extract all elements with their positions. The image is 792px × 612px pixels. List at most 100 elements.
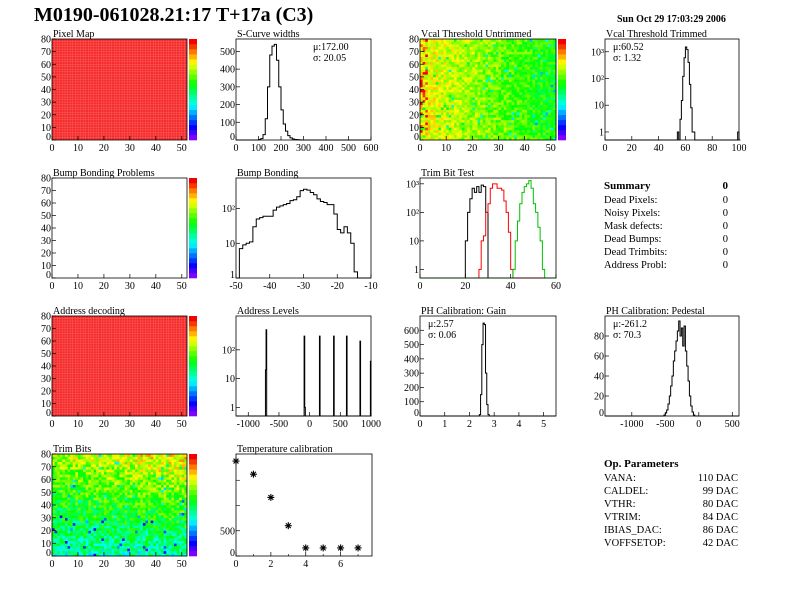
heatmap-cell: [116, 535, 120, 539]
heatmap-cell: [67, 517, 71, 521]
heatmap-cell: [59, 492, 63, 496]
heatmap-cell: [443, 102, 447, 105]
heatmap-cell: [116, 456, 120, 460]
heatmap-cell: [495, 46, 499, 50]
heatmap-cell: [148, 527, 151, 531]
heatmap-cell: [472, 112, 476, 116]
heatmap-cell: [446, 44, 450, 47]
heatmap-cell: [132, 494, 136, 498]
heatmap-cell: [168, 515, 172, 519]
heatmap-cell: [506, 127, 510, 131]
heatmap-cell: [448, 69, 452, 73]
heatmap-cell: [503, 51, 507, 55]
heatmap-cell: [181, 489, 185, 493]
heatmap-cell: [524, 64, 528, 68]
heatmap-cell: [93, 499, 97, 503]
heatmap-cell: [438, 117, 442, 121]
heatmap-cell: [80, 471, 84, 475]
heatmap-cell: [127, 530, 131, 534]
heatmap-cell: [135, 543, 138, 547]
heatmap-cell: [435, 39, 439, 42]
heatmap-cell: [168, 482, 172, 485]
heatmap-cell: [488, 112, 491, 116]
x-tick-label: 500: [341, 143, 356, 154]
heatmap-cell: [545, 69, 549, 73]
heatmap-cell: [477, 74, 481, 78]
palette-swatch: [189, 479, 197, 485]
heatmap-cell: [477, 59, 481, 63]
heatmap-cell: [148, 484, 151, 488]
x-tick-label: 0: [50, 559, 55, 570]
heatmap-cell: [155, 499, 159, 503]
heatmap-cell: [124, 545, 128, 549]
heatmap-cell: [477, 102, 481, 105]
heatmap-cell: [548, 109, 552, 113]
heatmap-cell: [511, 99, 515, 103]
heatmap-cell: [62, 530, 66, 534]
heatmap-cell: [124, 515, 128, 519]
heatmap-cell: [174, 510, 177, 513]
heatmap-cell: [440, 79, 444, 83]
heatmap-cell: [168, 538, 172, 541]
heatmap-cell: [90, 505, 94, 508]
heatmap-cell: [64, 550, 68, 554]
heatmap-cell: [127, 489, 131, 493]
heatmap-cell: [493, 66, 497, 70]
heatmap-cell: [109, 494, 113, 498]
heatmap-cell: [54, 540, 58, 544]
x-tick-label: 600: [364, 143, 379, 154]
heatmap-cell: [72, 538, 76, 541]
heatmap-cell: [540, 74, 544, 78]
heatmap-cell: [425, 124, 429, 128]
heatmap-cell: [522, 127, 525, 131]
heatmap-cell: [184, 461, 188, 465]
heatmap-cell: [52, 454, 55, 457]
heatmap-cell: [488, 109, 491, 113]
heatmap-cell: [430, 86, 434, 90]
heatmap-cell: [540, 76, 544, 80]
heatmap-cell: [433, 71, 436, 75]
heatmap-cell: [148, 525, 151, 529]
heatmap-cell: [153, 505, 157, 508]
heatmap-cell: [116, 543, 120, 547]
heatmap-cell: [166, 489, 170, 493]
heatmap-cell: [451, 44, 455, 47]
heatmap-cell: [140, 489, 144, 493]
heatmap-cell: [106, 533, 110, 536]
heatmap-cell: [145, 515, 149, 519]
heatmap-cell: [430, 104, 434, 108]
heatmap-cell: [495, 84, 499, 88]
heatmap-cell: [461, 39, 465, 42]
heatmap-cell: [493, 56, 497, 60]
heatmap-cell: [501, 132, 504, 136]
heatmap-cell: [155, 489, 159, 493]
heatmap-cell: [553, 56, 557, 60]
heatmap-cell: [438, 49, 442, 52]
heatmap-cell: [168, 466, 172, 470]
heatmap-cell: [96, 454, 100, 457]
heatmap-cell: [529, 74, 533, 78]
heatmap-cell: [508, 41, 512, 45]
heatmap-cell: [145, 520, 149, 524]
heatmap-cell: [122, 548, 125, 552]
heatmap-cell: [153, 476, 157, 480]
heatmap-cell: [425, 114, 429, 118]
heatmap-cell: [524, 84, 528, 88]
heatmap-cell: [101, 527, 105, 531]
heatmap-cell: [511, 49, 515, 52]
heatmap-cell: [461, 104, 465, 108]
heatmap-cell: [72, 497, 76, 501]
heatmap-cell: [495, 117, 499, 121]
heatmap-cell: [474, 46, 478, 50]
heatmap-cell: [508, 114, 512, 118]
heatmap-cell: [474, 97, 478, 100]
heatmap-cell: [482, 79, 486, 83]
palette-swatch: [558, 74, 566, 80]
heatmap-cell: [511, 84, 515, 88]
y-tick-label: 30: [41, 513, 51, 524]
heatmap-cell: [111, 484, 115, 488]
heatmap-cell: [83, 487, 87, 490]
heatmap-cell: [451, 84, 455, 88]
heatmap-cell: [158, 466, 162, 470]
heatmap-cell: [129, 461, 133, 465]
